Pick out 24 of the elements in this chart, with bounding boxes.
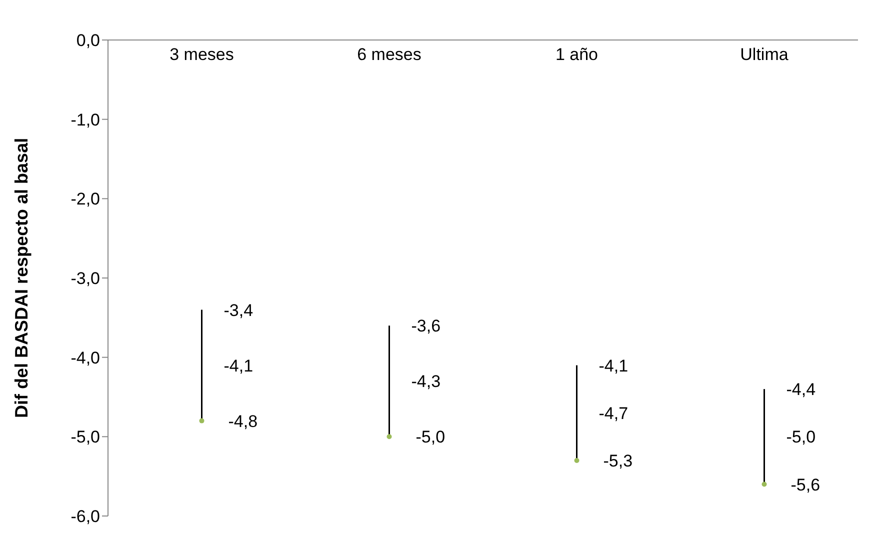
data-label: -5,0 [416,428,446,447]
y-tick-label: -6,0 [70,507,100,526]
x-tick-label: Ultima [740,45,789,64]
y-tick-label: 0,0 [76,31,100,50]
annotation: -3,6 [411,316,441,336]
annotation: -4,4 [786,380,816,400]
annotation: -4,1 [224,356,254,376]
y-tick-label: -3,0 [70,269,100,288]
annotation: -4,3 [411,372,441,392]
y-axis-title: Dif del BASDAI respecto al basal [11,138,32,418]
y-tick-label: -2,0 [70,190,100,209]
y-tick-label: -5,0 [70,428,100,447]
x-tick-label: 6 meses [357,45,422,64]
annotation: -4,1 [598,356,628,376]
y-tick-label: -4,0 [70,348,100,368]
x-tick-label: 3 meses [170,45,234,64]
data-label: -5,6 [790,475,820,494]
annotation: -5,0 [786,428,816,447]
y-tick-label: -1,0 [70,110,100,130]
data-label: -5,3 [603,452,633,470]
annotation: -3,4 [224,300,254,320]
x-tick-label: 1 año [555,45,598,64]
data-label: -4,8 [228,412,258,431]
annotation: -4,7 [598,404,628,423]
